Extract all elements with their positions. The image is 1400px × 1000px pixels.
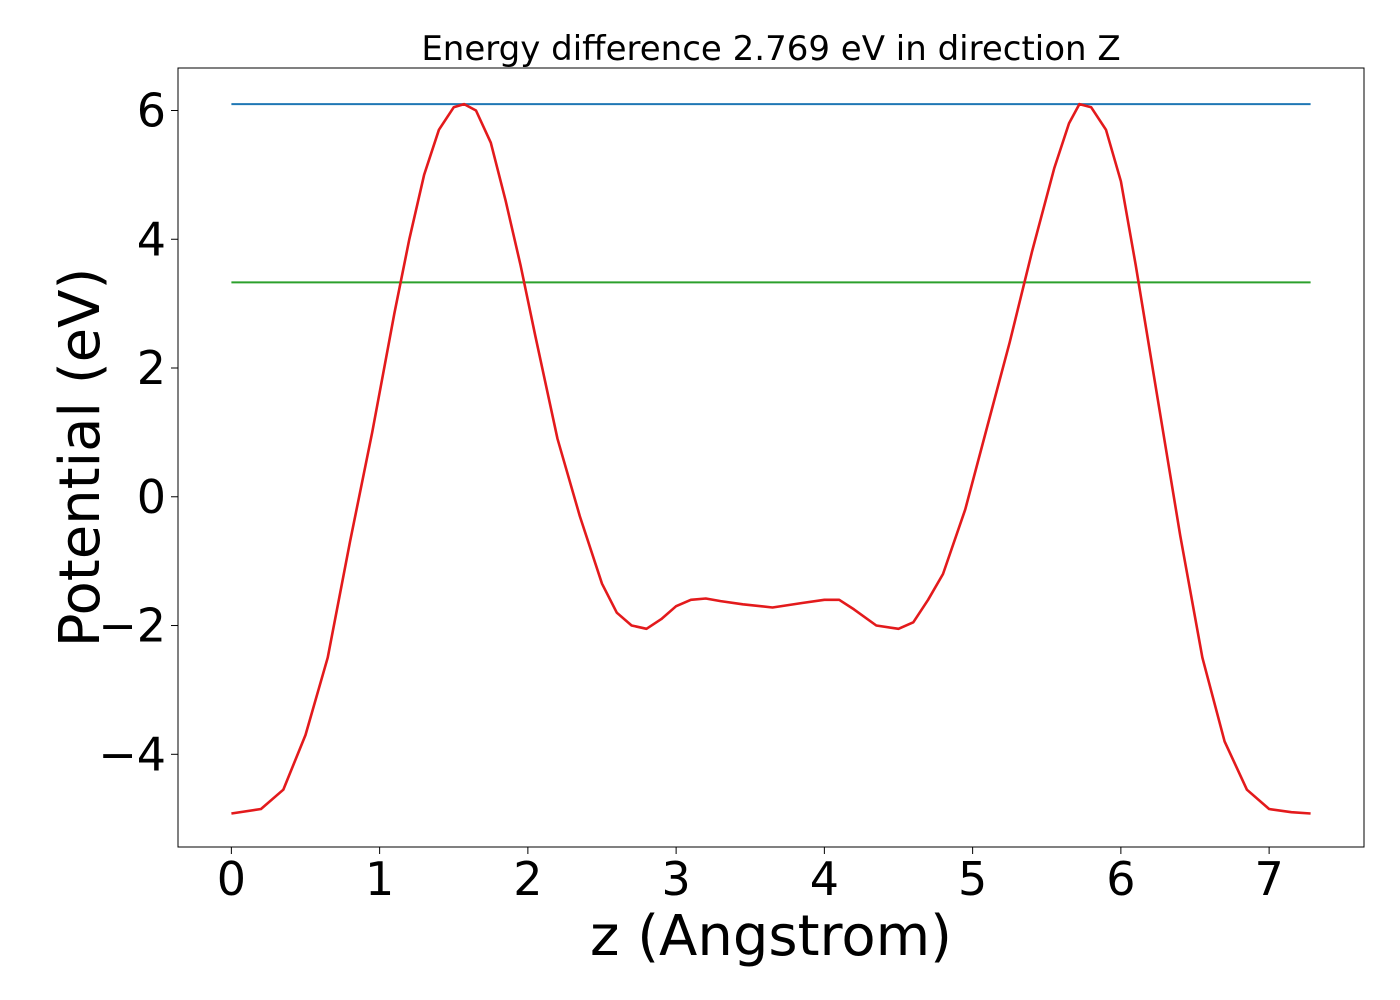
chart-title: Energy difference 2.769 eV in direction … [421,29,1120,69]
plot-frame [177,67,1365,848]
y-tick-label: −2 [98,599,166,653]
y-tick-label: 6 [137,83,166,137]
x-axis: 0 1 2 3 4 5 6 7 [217,847,1284,906]
x-tick-label: 2 [513,852,542,906]
series-line-3 [231,102,1311,815]
x-tick-label: 4 [810,852,839,906]
x-tick-label: 3 [661,852,690,906]
series-layer [231,102,1311,815]
x-tick-label: 5 [958,852,987,906]
y-tick-label: 4 [137,212,166,266]
y-tick-label: 0 [137,470,166,524]
x-tick-label: 6 [1106,852,1135,906]
x-tick-label: 0 [217,852,246,906]
x-tick-label: 7 [1254,852,1283,906]
x-axis-label: z (Angstrom) [590,904,952,969]
x-tick-label: 1 [365,852,394,906]
y-tick-label: 2 [137,341,166,395]
y-axis: 6 4 2 0 −2 −4 [98,83,178,781]
y-tick-label: −4 [98,727,166,781]
y-axis-label: Potential (eV) [48,268,113,648]
